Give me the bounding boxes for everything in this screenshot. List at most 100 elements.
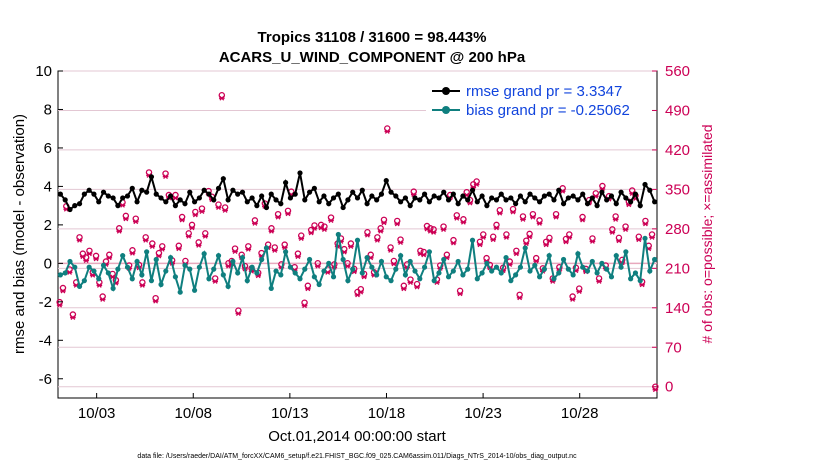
bias-point	[201, 251, 207, 257]
right-tick-label-2: 140	[665, 300, 690, 317]
bias-point	[350, 266, 356, 272]
assimilated-obs-stroke	[570, 297, 576, 302]
assimilated-obs-stroke	[394, 221, 400, 227]
bias-point	[570, 272, 576, 278]
rmse-point	[230, 187, 236, 193]
assimilated-obs-stroke	[411, 192, 417, 198]
rmse-point	[618, 189, 624, 195]
assimilated-obs-stroke	[401, 286, 407, 292]
rmse-point	[153, 191, 159, 197]
rmse-point	[211, 197, 217, 203]
plot-area	[57, 70, 658, 399]
assimilated-obs-point	[172, 195, 179, 201]
assimilated-obs-stroke	[457, 291, 463, 297]
assimilated-obs-point	[314, 263, 321, 269]
rmse-point	[110, 195, 116, 201]
assimilated-obs-stroke	[474, 182, 480, 187]
assimilated-obs-point	[60, 288, 66, 294]
assimilated-obs-stroke	[199, 209, 205, 214]
assimilated-obs-point	[301, 303, 308, 309]
assimilated-obs-point	[520, 217, 526, 222]
bias-point	[460, 272, 466, 278]
rmse-point	[326, 201, 332, 207]
assimilated-obs-point	[311, 226, 318, 231]
assimilated-obs-stroke	[272, 248, 278, 253]
bias-point	[632, 270, 639, 276]
bias-point	[575, 251, 581, 257]
bias-point	[369, 264, 375, 270]
assimilated-obs-point	[553, 214, 559, 220]
assimilated-obs-point	[76, 237, 83, 243]
assimilated-obs-stroke	[226, 263, 231, 269]
bias-point	[249, 264, 255, 270]
bias-point	[580, 264, 586, 270]
bias-point	[81, 278, 87, 284]
assimilated-obs-stroke	[560, 188, 566, 194]
assimilated-obs-stroke	[219, 95, 225, 101]
right-tick-label-5: 350	[665, 181, 690, 198]
bias-point	[354, 237, 361, 243]
bias-point	[426, 249, 432, 255]
assimilated-obs-stroke	[451, 240, 456, 246]
bias-point	[503, 254, 509, 261]
rmse-point	[283, 179, 289, 186]
assimilated-obs-point	[596, 279, 602, 284]
assimilated-obs-point	[268, 228, 275, 234]
bias-point	[91, 268, 97, 274]
assimilated-obs-point	[308, 230, 314, 236]
bias-point	[522, 245, 528, 251]
assimilated-obs-point	[162, 174, 169, 180]
bias-point	[345, 278, 351, 284]
rmse-point	[489, 195, 495, 201]
y-axis-label-right: # of obs: o=possible; ×=assimilated	[699, 124, 715, 343]
rmse-point	[215, 185, 222, 191]
rmse-point	[398, 199, 404, 205]
rmse-point	[350, 189, 356, 195]
rmse-point	[551, 197, 557, 203]
right-tick-label-8: 560	[665, 63, 690, 80]
right-tick-label-1: 70	[665, 339, 682, 356]
assimilated-obs-stroke	[378, 228, 384, 234]
rmse-point	[306, 189, 313, 195]
rmse-point	[144, 189, 150, 195]
rmse-point	[508, 195, 514, 201]
bias-point	[148, 278, 155, 284]
bias-point	[508, 278, 514, 284]
assimilated-obs-stroke	[146, 173, 152, 178]
rmse-point	[503, 197, 509, 203]
assimilated-obs-stroke	[547, 238, 552, 244]
assimilated-obs-point	[543, 242, 549, 248]
rmse-point	[244, 199, 250, 205]
assimilated-obs-point	[232, 249, 238, 255]
assimilated-obs-point	[526, 234, 533, 240]
bias-point	[215, 253, 222, 259]
rmse-point	[129, 185, 135, 191]
assimilated-obs-point	[503, 235, 510, 240]
rmse-point	[354, 195, 361, 201]
rmse-point	[115, 203, 121, 209]
left-tick-label-6: 6	[44, 140, 52, 157]
assimilated-obs-stroke	[642, 221, 648, 227]
assimilated-obs-stroke	[374, 237, 380, 243]
bias-point	[182, 262, 188, 268]
chart-title-line1: Tropics 31108 / 31600 = 98.443%	[258, 29, 487, 46]
rmse-point	[393, 193, 399, 199]
assimilated-obs-stroke	[494, 225, 499, 231]
assimilated-obs-point	[533, 258, 540, 264]
right-tick-label-3: 210	[665, 260, 690, 277]
assimilated-obs-stroke	[83, 258, 89, 264]
assimilated-obs-stroke	[533, 258, 539, 264]
bias-point	[316, 281, 322, 288]
assimilated-obs-stroke	[623, 227, 628, 233]
assimilated-obs-stroke	[580, 217, 585, 223]
rmse-point	[536, 199, 543, 205]
assimilated-obs-stroke	[110, 274, 116, 280]
assimilated-obs-stroke	[305, 286, 311, 292]
assimilated-obs-stroke	[460, 219, 466, 225]
assimilated-obs-point	[123, 216, 129, 222]
bias-point	[402, 272, 409, 278]
assimilated-obs-stroke	[523, 241, 529, 247]
bias-point	[302, 266, 308, 272]
assimilated-obs-point	[430, 230, 437, 235]
rmse-point	[402, 195, 409, 201]
